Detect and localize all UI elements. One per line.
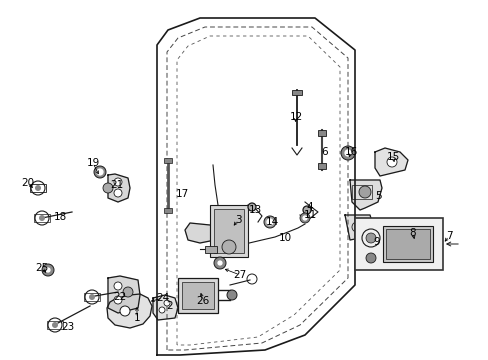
Circle shape — [214, 257, 225, 269]
Circle shape — [52, 322, 58, 328]
Polygon shape — [345, 215, 372, 240]
Bar — [382, 226, 432, 262]
Polygon shape — [184, 223, 209, 243]
Text: 10: 10 — [278, 233, 291, 243]
Text: 14: 14 — [265, 217, 278, 227]
Circle shape — [218, 261, 222, 265]
Text: 11: 11 — [303, 210, 316, 220]
Text: 8: 8 — [409, 228, 415, 238]
Polygon shape — [107, 294, 152, 328]
Circle shape — [299, 213, 309, 223]
Text: 25: 25 — [35, 263, 48, 273]
Polygon shape — [153, 295, 178, 320]
Circle shape — [247, 203, 256, 211]
Circle shape — [35, 185, 41, 191]
Bar — [163, 208, 172, 213]
Text: 16: 16 — [344, 147, 357, 157]
Bar — [163, 158, 172, 163]
Circle shape — [39, 215, 45, 221]
Circle shape — [114, 282, 122, 290]
Text: 23: 23 — [61, 322, 75, 332]
Text: 13: 13 — [248, 205, 261, 215]
Circle shape — [303, 206, 310, 214]
Bar — [385, 229, 429, 259]
Bar — [354, 218, 442, 270]
Polygon shape — [108, 174, 130, 202]
Bar — [204, 246, 217, 253]
Circle shape — [120, 306, 130, 316]
Text: 5: 5 — [374, 191, 381, 201]
Text: 26: 26 — [196, 296, 209, 306]
Circle shape — [42, 264, 54, 276]
Text: 22: 22 — [113, 292, 126, 302]
Text: 24: 24 — [156, 293, 169, 303]
Bar — [182, 282, 214, 309]
Circle shape — [89, 294, 95, 300]
Text: 27: 27 — [233, 270, 246, 280]
Polygon shape — [374, 148, 407, 176]
Text: 19: 19 — [86, 158, 100, 168]
Bar — [84, 293, 100, 301]
Circle shape — [103, 183, 113, 193]
Circle shape — [159, 307, 164, 313]
Bar — [317, 163, 325, 169]
Bar — [351, 185, 371, 199]
Polygon shape — [349, 180, 381, 210]
Bar — [34, 214, 50, 222]
Circle shape — [97, 169, 103, 175]
Text: 7: 7 — [445, 231, 451, 241]
Text: 17: 17 — [175, 189, 188, 199]
Circle shape — [123, 287, 133, 297]
Circle shape — [94, 166, 106, 178]
Circle shape — [46, 268, 50, 272]
Circle shape — [345, 150, 350, 156]
Circle shape — [340, 146, 354, 160]
Bar — [291, 90, 302, 95]
Bar — [178, 278, 218, 313]
Text: 9: 9 — [373, 237, 380, 247]
Polygon shape — [108, 276, 140, 313]
Circle shape — [226, 290, 237, 300]
Bar — [317, 130, 325, 136]
Text: 12: 12 — [289, 112, 302, 122]
Bar — [30, 184, 46, 192]
Text: 21: 21 — [110, 180, 123, 190]
Circle shape — [303, 216, 306, 220]
Bar — [214, 209, 244, 253]
Text: 20: 20 — [21, 178, 35, 188]
Circle shape — [222, 240, 236, 254]
Circle shape — [163, 300, 170, 306]
Text: 18: 18 — [53, 212, 66, 222]
Text: 4: 4 — [306, 202, 313, 212]
Text: 6: 6 — [321, 147, 327, 157]
Text: 2: 2 — [166, 301, 173, 311]
Text: 15: 15 — [386, 152, 399, 162]
Text: 3: 3 — [234, 215, 241, 225]
Circle shape — [114, 296, 122, 304]
Circle shape — [386, 157, 396, 167]
Text: 1: 1 — [133, 313, 140, 323]
Circle shape — [266, 219, 272, 225]
Circle shape — [365, 233, 375, 243]
Circle shape — [114, 189, 122, 197]
Bar — [209, 205, 247, 257]
Circle shape — [114, 178, 122, 186]
Circle shape — [264, 216, 275, 228]
Circle shape — [365, 253, 375, 263]
Circle shape — [358, 186, 370, 198]
Bar — [47, 321, 63, 329]
